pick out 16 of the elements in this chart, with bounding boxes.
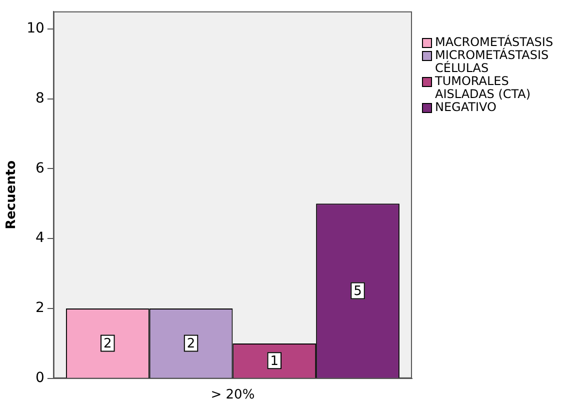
legend-label: CÉLULAS TUMORALES AISLADAS (CTA) [435,61,532,101]
data-label: 2 [104,336,112,352]
y-tick-label: 2 [35,300,44,316]
y-axis-title: Recuento [4,160,20,230]
data-label: 2 [186,336,196,352]
y-tick-label: 4 [35,230,44,246]
data-label: 1 [270,354,279,370]
y-tick-label: 0 [35,370,44,386]
y-tick-label: 10 [26,20,44,37]
y-tick-label: 8 [35,90,44,106]
x-tick-label: > 20% [210,388,255,403]
legend-label: MACROMETÁSTASIS [435,35,554,49]
y-tick-label: 6 [35,160,44,176]
legend-label: MICROMETÁSTASIS [435,48,549,62]
legend-label: NEGATIVO [435,100,496,114]
data-label: 5 [354,284,362,300]
